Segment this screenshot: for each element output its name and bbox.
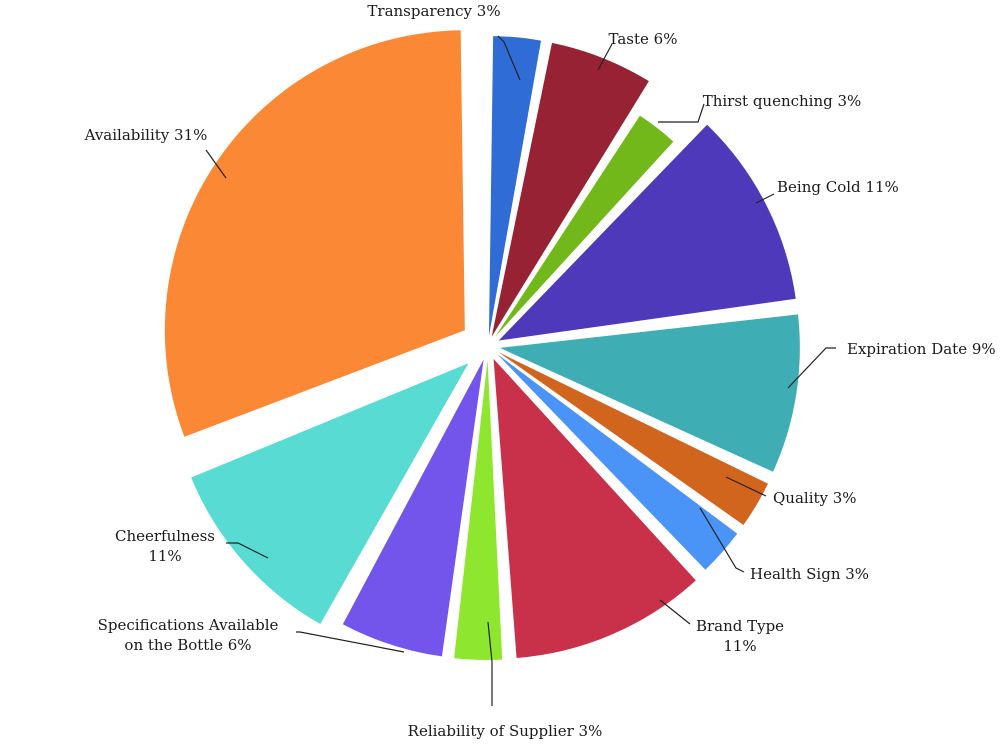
slice-availability-31 (164, 30, 465, 437)
slice-label-taste-6: Taste 6% (609, 30, 678, 48)
slice-being-cold-11 (498, 124, 796, 341)
leaders-layer (205, 35, 836, 706)
leader-line-availability-31 (205, 149, 227, 179)
slice-label-line: Taste 6% (609, 30, 678, 48)
slice-label-line: Cheerfulness (115, 527, 215, 545)
slice-health-sign-3 (497, 353, 738, 570)
leader-line-brand-type (659, 599, 691, 625)
slice-label-line: Specifications Available (98, 616, 279, 634)
slice-label-line: Brand Type (696, 617, 784, 635)
slice-label-thirst-quenching-3: Thirst quenching 3% (703, 92, 862, 110)
slices-layer (164, 30, 800, 660)
slice-label-brand-type: Brand Type 11% (696, 617, 784, 655)
slice-taste-6 (491, 42, 649, 337)
slice-cheerfulness (191, 363, 469, 625)
slice-label-expiration-date-9: Expiration Date 9% (847, 340, 996, 358)
slice-thirst-quenching-3 (495, 115, 674, 337)
labels-layer: Transparency 3% Taste 6% Thirst quenching … (84, 2, 996, 740)
leader-line-cheerfulness (226, 542, 269, 559)
leader-line-taste-6 (597, 43, 613, 71)
slice-label-transparency-3: Transparency 3% (367, 2, 500, 20)
slice-label-being-cold-11: Being Cold 11% (777, 178, 899, 196)
slice-label-quality-3: Quality 3% (773, 489, 857, 507)
slice-label-health-sign-3: Health Sign 3% (750, 565, 869, 583)
slice-label-line: 11% (723, 637, 756, 655)
leader-line-being-cold-11 (755, 193, 775, 204)
leader-line-transparency-3 (497, 35, 521, 81)
slice-label-line: Transparency 3% (367, 2, 500, 20)
slice-reliability-of-supplier-3 (454, 359, 503, 660)
leader-line-health-sign-3 (699, 507, 745, 573)
slice-label-line: Health Sign 3% (750, 565, 869, 583)
slice-label-availability-31: Availability 31% (84, 126, 208, 144)
slice-label-reliability-of-supplier-3: Reliability of Supplier 3% (408, 722, 603, 740)
slice-label-line: Thirst quenching 3% (703, 92, 862, 110)
slice-expiration-date-9 (499, 314, 800, 472)
slice-label-line: Being Cold 11% (777, 178, 899, 196)
slice-label-line: Availability 31% (84, 126, 208, 144)
slice-label-line: 11% (148, 547, 181, 565)
slice-label-cheerfulness: Cheerfulness 11% (115, 527, 215, 565)
leader-line-thirst-quenching-3 (658, 103, 705, 123)
leader-line-quality-3 (725, 476, 767, 497)
leader-line-specifications-available (296, 631, 405, 653)
slice-label-specifications-available: Specifications Available on the Bottle 6% (98, 616, 279, 654)
slice-label-line: on the Bottle 6% (124, 636, 251, 654)
slice-brand-type (493, 358, 696, 658)
leader-line-expiration-date-9 (787, 347, 836, 389)
slice-label-line: Expiration Date 9% (847, 340, 996, 358)
slice-transparency-3 (488, 36, 542, 337)
slice-label-line: Reliability of Supplier 3% (408, 722, 603, 740)
slice-quality-3 (498, 352, 768, 526)
slice-label-line: Quality 3% (773, 489, 857, 507)
slice-specifications-available (342, 359, 484, 657)
leader-line-reliability-of-supplier-3 (487, 621, 493, 706)
